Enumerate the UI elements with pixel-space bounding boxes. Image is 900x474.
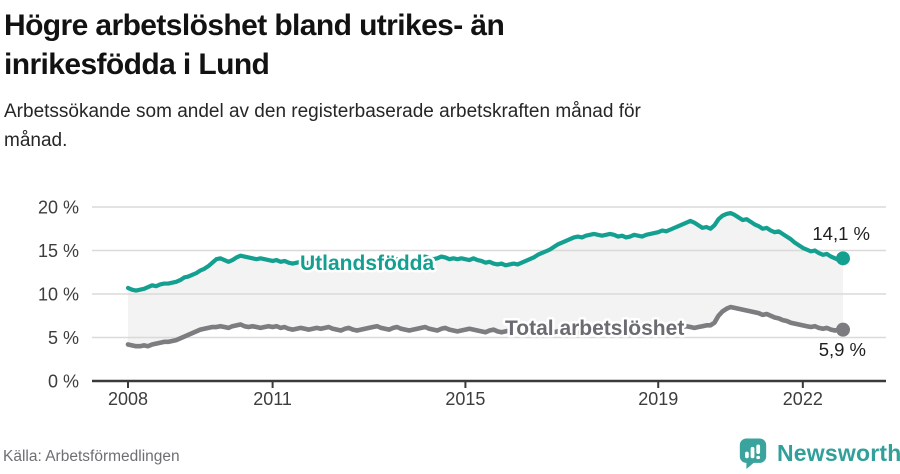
y-axis-tick-label: 0 % — [48, 372, 79, 392]
x-axis-tick-label: 2008 — [108, 389, 148, 409]
end-value-label-total: 5,9 % — [819, 339, 866, 360]
subtitle-line-1: Arbetssökande som andel av den registerb… — [4, 101, 641, 122]
series-label-total: Total arbetslöshet — [505, 317, 684, 340]
end-dot-foreign-born — [836, 251, 850, 266]
y-axis-tick-label: 10 % — [38, 285, 79, 305]
title-line-2: inrikesfödda i Lund — [4, 48, 270, 81]
y-axis-tick-label: 20 % — [38, 198, 79, 218]
unemployment-line-chart: 0 % 5 % 10 % 15 % 20 % 2008 2011 2015 2019 2022 Ut… — [38, 198, 886, 409]
header: Högre arbetslöshet bland utrikes- än inr… — [4, 6, 884, 156]
x-axis-tick-label: 2022 — [783, 389, 823, 409]
newsworthy-logo-icon — [739, 438, 767, 470]
source-note: Källa: Arbetsförmedlingen — [3, 448, 180, 465]
x-axis-tick-label: 2011 — [253, 389, 292, 409]
between-series-band — [128, 213, 843, 347]
page-title: Högre arbetslöshet bland utrikes- än inr… — [4, 6, 884, 84]
chart-area: 0 % 5 % 10 % 15 % 20 % 2008 2011 2015 2019 2022 Ut… — [0, 185, 900, 431]
title-line-1: Högre arbetslöshet bland utrikes- än — [4, 9, 505, 42]
newsworthy-logo[interactable]: Newsworthy — [737, 436, 900, 471]
end-dot-total — [836, 322, 850, 337]
series-line-total — [125, 304, 846, 349]
series-line-foreign-born — [125, 210, 846, 293]
newsworthy-wordmark: Newsworthy — [777, 440, 900, 466]
chart-subtitle: Arbetssökande som andel av den registerb… — [4, 97, 884, 156]
x-axis-tick-label: 2015 — [445, 389, 485, 409]
subtitle-line-2: månad. — [4, 130, 68, 152]
y-axis-tick-label: 5 % — [48, 328, 79, 348]
end-value-label-foreign-born: 14,1 % — [812, 223, 870, 244]
y-axis-tick-label: 15 % — [38, 241, 79, 261]
x-axis-tick-label: 2019 — [638, 389, 678, 409]
series-label-foreign-born: Utlandsfödda — [300, 252, 434, 275]
